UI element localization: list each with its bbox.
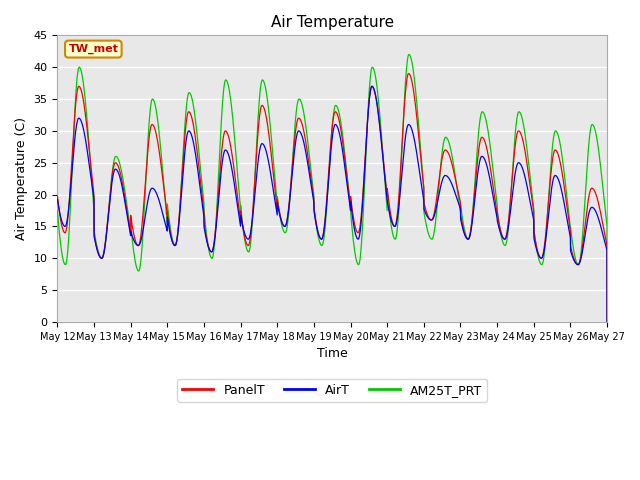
X-axis label: Time: Time	[317, 347, 348, 360]
Legend: PanelT, AirT, AM25T_PRT: PanelT, AirT, AM25T_PRT	[177, 379, 487, 402]
Text: TW_met: TW_met	[68, 44, 118, 54]
Title: Air Temperature: Air Temperature	[271, 15, 394, 30]
Y-axis label: Air Temperature (C): Air Temperature (C)	[15, 117, 28, 240]
